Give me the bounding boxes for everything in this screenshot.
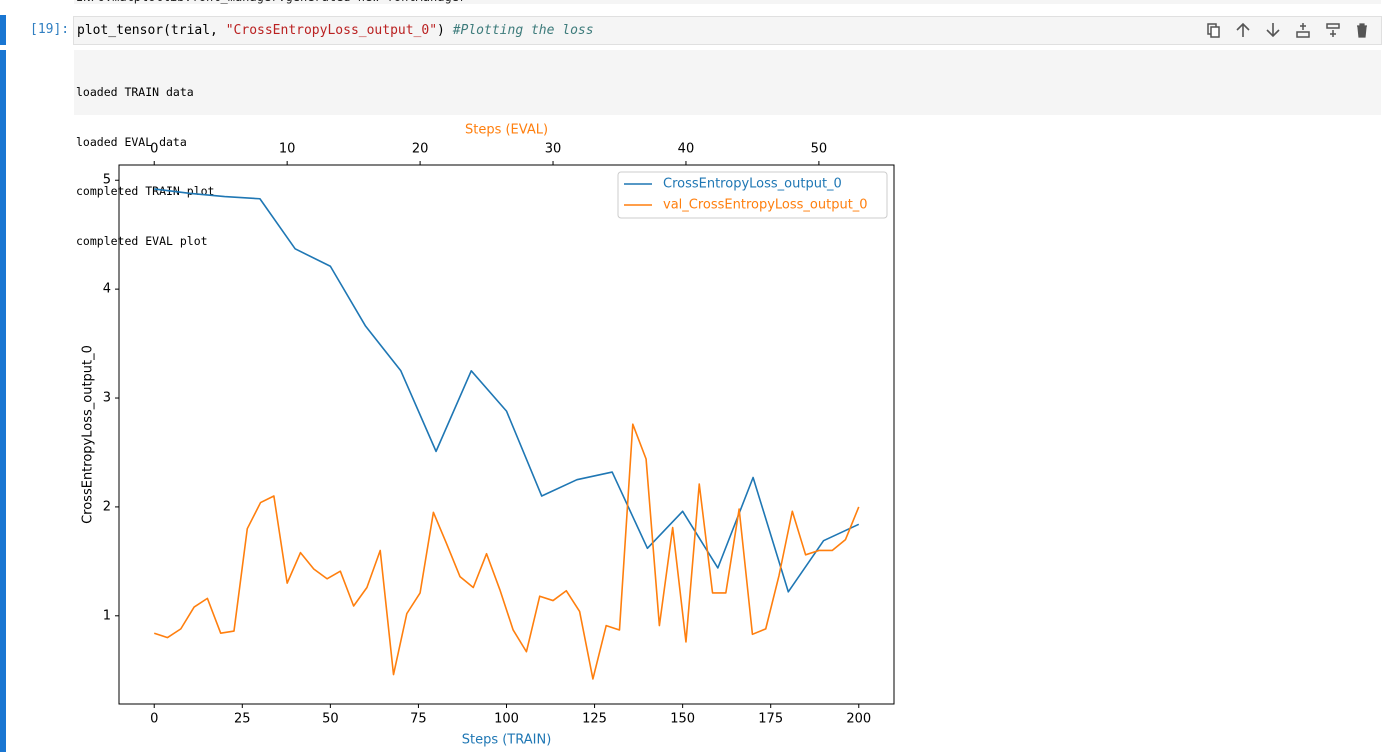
code-string: "CrossEntropyLoss_output_0" — [225, 23, 438, 38]
x2-axis-label: Steps (EVAL) — [465, 123, 548, 138]
x2-tick-label: 40 — [678, 142, 695, 157]
cell-marker — [0, 15, 6, 45]
x-tick-label: 125 — [582, 712, 607, 727]
x-tick-label: 0 — [150, 712, 158, 727]
insert-below-button[interactable] — [1325, 22, 1341, 38]
x2-tick-label: 20 — [412, 142, 429, 157]
series-line — [154, 188, 860, 593]
x-tick-label: 50 — [322, 712, 339, 727]
x2-tick-label: 0 — [150, 142, 158, 157]
code-comment: #Plotting the loss — [452, 23, 594, 38]
output-lines: loaded TRAIN data loaded EVAL data compl… — [76, 51, 214, 282]
legend-label: CrossEntropyLoss_output_0 — [663, 177, 842, 192]
x2-tick-label: 30 — [545, 142, 562, 157]
code-token: ) — [437, 23, 453, 38]
x-axis-label: Steps (TRAIN) — [462, 733, 552, 748]
output-line: loaded EVAL data — [76, 134, 187, 149]
series-line — [153, 423, 860, 680]
code-cell[interactable]: plot_tensor(trial, "CrossEntropyLoss_out… — [73, 16, 1382, 45]
x2-tick-label: 10 — [279, 142, 296, 157]
y-tick-label: 2 — [103, 499, 111, 514]
previous-output: INFO:matplotlib.font_manager:generated n… — [74, 0, 1381, 4]
previous-output-text: INFO:matplotlib.font_manager:generated n… — [76, 0, 466, 4]
move-down-button[interactable] — [1265, 22, 1281, 38]
legend-label: val_CrossEntropyLoss_output_0 — [663, 198, 868, 213]
move-up-button[interactable] — [1235, 22, 1251, 38]
x2-tick-label: 50 — [811, 142, 828, 157]
output-marker — [0, 50, 6, 752]
x-tick-label: 100 — [494, 712, 519, 727]
delete-button[interactable] — [1354, 22, 1370, 38]
y-tick-label: 4 — [103, 282, 111, 297]
y-axis-label: CrossEntropyLoss_output_0 — [81, 345, 96, 524]
insert-above-button[interactable] — [1295, 22, 1311, 38]
y-tick-label: 5 — [103, 173, 111, 188]
prompt: [19]: — [30, 22, 70, 37]
y-tick-label: 1 — [103, 608, 111, 623]
output-line: completed EVAL plot — [76, 233, 208, 248]
code: plot_tensor(trial, "CrossEntropyLoss_out… — [77, 23, 594, 38]
legend-box — [617, 171, 888, 219]
duplicate-button[interactable] — [1205, 22, 1221, 38]
x-tick-label: 75 — [410, 712, 427, 727]
code-token: plot_tensor(trial, — [77, 23, 226, 38]
x-tick-label: 25 — [234, 712, 251, 727]
output-area: loaded TRAIN data loaded EVAL data compl… — [74, 50, 1381, 248]
output-line: loaded TRAIN data — [76, 85, 194, 99]
x-tick-label: 200 — [846, 712, 871, 727]
y-tick-label: 3 — [103, 391, 111, 406]
x-tick-label: 175 — [758, 712, 783, 727]
x-tick-label: 150 — [670, 712, 695, 727]
